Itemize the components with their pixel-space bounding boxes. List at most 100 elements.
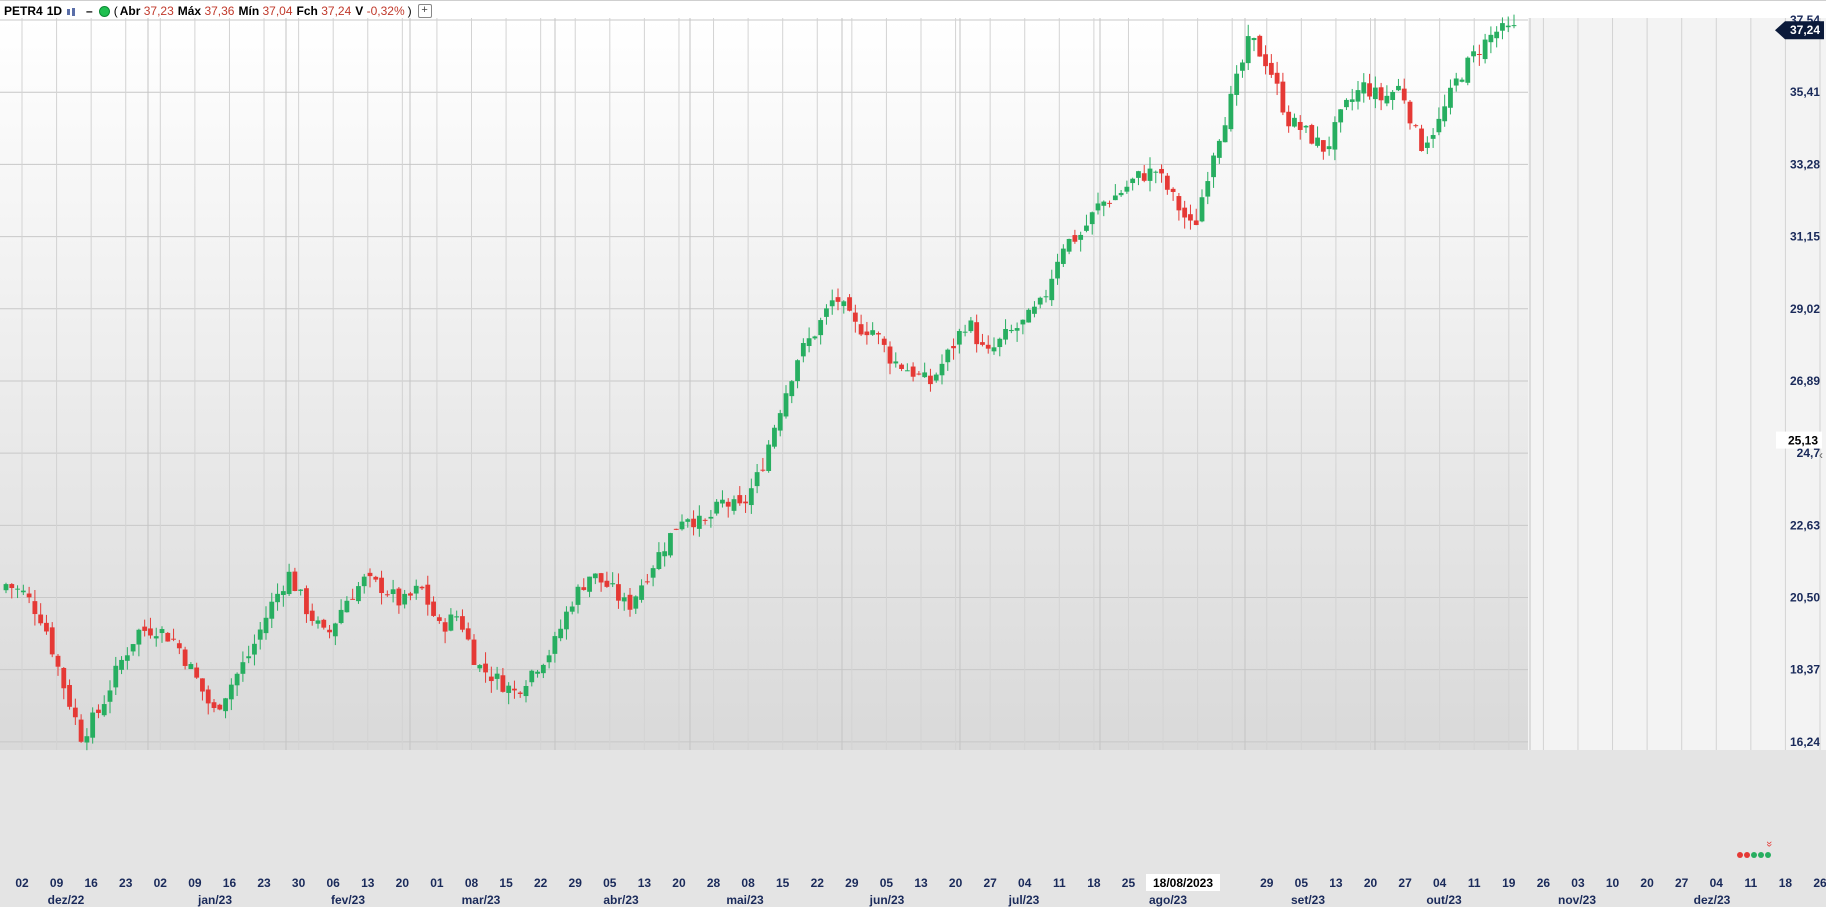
time-tick-label: 06 <box>327 876 341 890</box>
candle-body <box>148 628 153 636</box>
candle-body <box>332 623 338 637</box>
candle-body <box>413 585 419 594</box>
interval-label[interactable]: 1D <box>46 4 63 18</box>
chart-type-icon[interactable] <box>66 6 76 16</box>
time-tick-label: 26 <box>1813 876 1826 890</box>
candle-body <box>292 571 298 591</box>
collapse-panel-icon[interactable]: ‹ <box>1819 448 1823 462</box>
price-tick-label: 29,02 <box>1790 302 1820 316</box>
candle-body <box>673 528 679 530</box>
candle-body <box>55 655 61 667</box>
candle-body <box>650 568 656 578</box>
candle-body <box>962 331 968 333</box>
candle-body <box>876 333 881 335</box>
candle-body <box>84 736 90 743</box>
candle-body <box>477 665 483 669</box>
time-tick-label: 27 <box>1675 876 1689 890</box>
candle-body <box>171 638 176 640</box>
candle-body <box>945 349 951 363</box>
candle-body <box>627 594 633 610</box>
candle-body <box>881 338 887 345</box>
add-indicator-button[interactable]: + <box>417 4 432 18</box>
candle-body <box>725 501 731 507</box>
candle-body <box>188 664 194 670</box>
candle-body <box>142 626 148 631</box>
candle-body <box>1159 168 1164 174</box>
symbol-label[interactable]: PETR4 <box>4 4 43 18</box>
month-tick-label: jul/23 <box>1008 893 1040 907</box>
collapse-icon[interactable]: – <box>86 4 93 18</box>
month-tick-label: dez/22 <box>48 893 85 907</box>
month-tick-label: fev/23 <box>331 893 365 907</box>
candle-body <box>1078 234 1084 240</box>
candle-body <box>1008 329 1014 332</box>
time-tick-label: 04 <box>1433 876 1447 890</box>
candle-body <box>72 707 78 718</box>
candle-body <box>575 586 581 605</box>
candle-body <box>96 709 101 713</box>
candle-body <box>1476 54 1482 56</box>
time-tick-label: 04 <box>1710 876 1724 890</box>
candle-body <box>217 704 223 710</box>
candle-body <box>327 629 332 633</box>
candle-body <box>523 685 529 697</box>
candle-body <box>465 628 471 640</box>
candle-body <box>78 719 84 742</box>
candle-body <box>1303 125 1309 128</box>
price-tick-label: 26,89 <box>1790 374 1820 388</box>
time-tick-label: 11 <box>1053 876 1066 890</box>
candle-body <box>621 597 627 602</box>
candle-body <box>691 518 696 528</box>
candle-body <box>448 614 454 631</box>
candle-body <box>153 636 159 639</box>
candle-body <box>130 644 136 652</box>
candle-body <box>1309 125 1315 144</box>
open-label: Abr <box>119 4 141 18</box>
candle-body <box>460 616 465 630</box>
candle-body <box>1049 278 1055 301</box>
price-tick-label: 24,7 <box>1797 446 1821 460</box>
candle-body <box>200 678 205 692</box>
candle-body <box>668 533 673 556</box>
candle-body <box>1240 62 1245 71</box>
candle-body <box>737 495 743 504</box>
candle-body <box>280 591 286 595</box>
candle-body <box>246 656 252 659</box>
close-label: Fch <box>296 4 318 18</box>
candle-body <box>1170 188 1176 192</box>
candle-body <box>500 675 506 692</box>
status-dot-icon <box>1751 852 1757 858</box>
candle-body <box>592 573 598 579</box>
time-tick-label: 18 <box>1779 876 1793 890</box>
candle-body <box>234 673 240 686</box>
status-dot-icon <box>1765 852 1771 858</box>
candle-body <box>442 622 448 632</box>
candle-body <box>818 320 824 336</box>
candle-body <box>598 573 604 583</box>
candle-body <box>731 499 737 511</box>
candle-body <box>90 712 96 738</box>
candle-body <box>922 372 928 378</box>
high-label: Máx <box>177 4 202 18</box>
scroll-down-icon[interactable]: » <box>1763 841 1775 847</box>
candle-body <box>899 364 904 369</box>
time-tick-label: 23 <box>119 876 133 890</box>
time-tick-label: 05 <box>1295 876 1309 890</box>
time-tick-label: 20 <box>672 876 686 890</box>
candle-body <box>205 689 211 704</box>
candle-body <box>760 469 766 471</box>
candle-body <box>708 516 714 519</box>
month-tick-label: mai/23 <box>726 893 764 907</box>
crosshair-price-label: 25,13 <box>1788 434 1818 448</box>
candle-body <box>1482 39 1488 60</box>
high-value: 37,36 <box>204 4 235 18</box>
change-label: V <box>355 4 364 18</box>
candle-body <box>517 692 523 694</box>
price-tick-label: 22,63 <box>1790 518 1820 532</box>
candle-body <box>569 606 575 612</box>
candle-body <box>1066 238 1072 252</box>
candle-body <box>1326 146 1332 150</box>
time-tick-label: 16 <box>223 876 237 890</box>
